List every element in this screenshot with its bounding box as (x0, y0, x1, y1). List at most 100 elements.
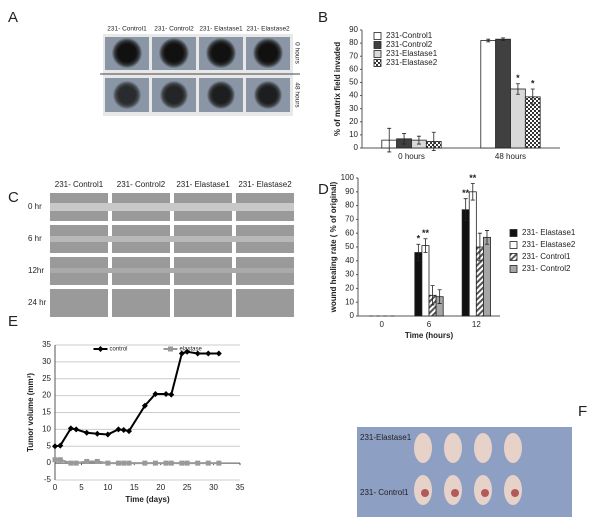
panel-letter: C (8, 189, 19, 206)
marker (168, 391, 175, 398)
marker (205, 460, 211, 466)
row-label: 0 hours (293, 42, 300, 64)
marker (142, 460, 148, 466)
column-label: 231- Control1 (107, 26, 147, 33)
legend-swatch (373, 59, 382, 67)
marker (52, 457, 58, 463)
x-tick-label: 12 (472, 320, 481, 329)
marker (94, 430, 101, 437)
legend-swatch (373, 41, 382, 49)
bar (414, 252, 423, 317)
bar (510, 88, 526, 149)
error-bar (423, 238, 428, 253)
legend-swatch (509, 253, 518, 261)
row-label: 231- Control1 (360, 488, 409, 497)
error-bar (486, 38, 491, 43)
marker (73, 426, 80, 433)
significance-label: * (417, 234, 421, 244)
legend-label: 231-Control1 (386, 31, 433, 40)
marker (216, 460, 222, 466)
y-tick-label: 10 (349, 130, 358, 139)
bar (483, 236, 491, 317)
x-axis-label: Time (days) (125, 495, 170, 504)
row-label: 12hr (28, 266, 44, 275)
y-tick-label: 90 (349, 25, 358, 34)
row-label: 0 hr (28, 202, 42, 211)
y-tick-label: 40 (349, 91, 358, 100)
marker (84, 458, 90, 464)
y-axis-label: % of matrix field invaded (333, 42, 342, 136)
x-tick-label: 6 (427, 320, 432, 329)
marker (195, 460, 201, 466)
marker (178, 350, 185, 357)
y-tick-label: 15 (42, 408, 51, 417)
legend-label: control (110, 347, 128, 353)
panel-c-images (50, 193, 294, 317)
marker (120, 427, 127, 434)
y-tick-label: 10 (42, 424, 51, 433)
significance-label: ** (469, 173, 477, 183)
y-tick-label: 20 (349, 117, 358, 126)
marker (168, 346, 173, 352)
y-axis-label: Tumor volume (mm³) (26, 373, 35, 452)
legend-label: 231- Elastase2 (522, 240, 576, 249)
x-tick-label: 48 hours (495, 152, 526, 161)
y-tick-label: 70 (345, 215, 354, 224)
y-tick-label: 60 (349, 64, 358, 73)
y-tick-label: 20 (42, 391, 51, 400)
legend-label: 231- Elastase1 (522, 228, 576, 237)
y-tick-label: 30 (349, 104, 358, 113)
y-tick-label: 80 (345, 201, 354, 210)
x-tick-label: 5 (79, 483, 84, 492)
line (54, 350, 219, 448)
marker (184, 460, 190, 466)
y-tick-label: 35 (42, 340, 51, 349)
y-tick-label: 30 (345, 270, 354, 279)
row-label: 24 hr (28, 298, 47, 307)
column-label: 231- Elastase1 (199, 26, 243, 33)
marker (184, 348, 191, 355)
error-bar (470, 183, 475, 201)
legend-label: 231-Elastase1 (386, 49, 438, 58)
marker (68, 460, 74, 466)
marker (152, 390, 159, 397)
marker (163, 390, 169, 397)
marker (126, 428, 132, 435)
x-tick-label: 0 hours (398, 152, 425, 161)
marker (205, 350, 212, 357)
error-bar (402, 133, 407, 145)
error-bar (484, 230, 489, 245)
significance-label: ** (462, 188, 470, 198)
error-bar (501, 37, 506, 41)
y-tick-label: -5 (44, 475, 52, 484)
marker (94, 458, 100, 464)
marker (121, 460, 127, 466)
marker (168, 460, 174, 466)
significance-label: ** (422, 228, 430, 238)
panel-letter: B (318, 9, 328, 26)
bar (468, 191, 477, 317)
error-bar (387, 127, 392, 153)
marker (215, 350, 222, 357)
y-tick-label: 90 (345, 187, 354, 196)
marker (194, 350, 201, 357)
x-tick-label: 35 (236, 483, 245, 492)
marker (52, 443, 58, 450)
x-tick-label: 20 (156, 483, 165, 492)
marker (73, 460, 79, 466)
marker (97, 346, 104, 352)
y-tick-label: 40 (345, 256, 354, 265)
marker (141, 402, 148, 409)
panel-letter: F (578, 403, 587, 420)
column-label: 231- Elastase2 (238, 180, 292, 189)
bar (461, 209, 470, 317)
marker (57, 442, 64, 449)
y-tick-label: 10 (345, 297, 354, 306)
row-label: 231-Elastase1 (360, 433, 412, 442)
error-bar (530, 88, 535, 106)
row-label: 48 hours (293, 82, 300, 108)
column-label: 231- Control1 (55, 180, 104, 189)
x-tick-label: 0 (53, 483, 58, 492)
